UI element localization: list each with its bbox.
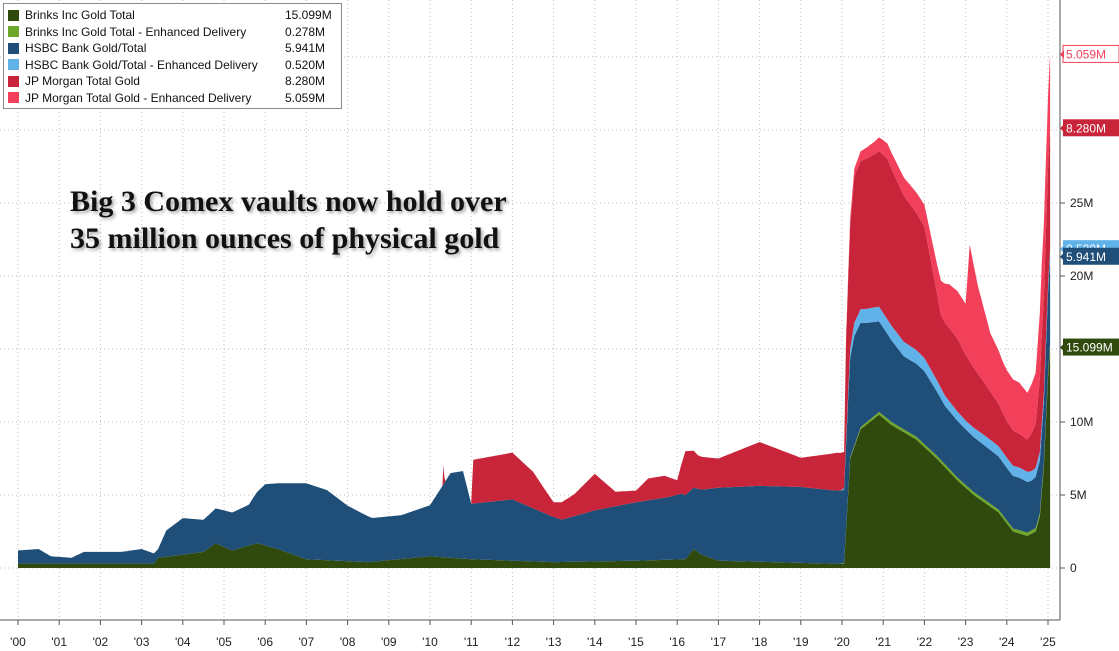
chart-annotation: Big 3 Comex vaults now hold over 35 mill… (70, 183, 507, 257)
legend-item: HSBC Bank Gold/Total 5.941M (8, 40, 337, 57)
annotation-line: 35 million ounces of physical gold (70, 222, 500, 255)
x-tick-label: '00 (10, 635, 26, 649)
legend-value: 0.278M (285, 24, 326, 39)
legend-item: Brinks Inc Gold Total 15.099M (8, 7, 337, 24)
x-tick-label: '22 (917, 635, 933, 649)
x-tick-label: '18 (752, 635, 768, 649)
x-tick-label: '20 (834, 635, 850, 649)
y-tick-label: 5M (1070, 488, 1087, 502)
x-tick-label: '11 (464, 635, 479, 649)
x-tick-label: '19 (793, 635, 809, 649)
legend-label: JP Morgan Total Gold - Enhanced Delivery (25, 90, 252, 105)
y-tick-label: 10M (1070, 415, 1093, 429)
annotation-line: Big 3 Comex vaults now hold over (70, 185, 507, 218)
x-tick-label: '17 (711, 635, 727, 649)
x-tick-label: '12 (505, 635, 521, 649)
legend-label: JP Morgan Total Gold (25, 74, 140, 89)
legend: Brinks Inc Gold Total 15.099M Brinks Inc… (3, 3, 342, 109)
value-tag-pointer (1060, 343, 1064, 352)
value-tag: 5.941M (1060, 247, 1119, 265)
value-tag-box (1063, 119, 1119, 137)
series-area (18, 256, 1051, 564)
x-tick-label: '16 (669, 635, 685, 649)
legend-swatch (8, 92, 19, 104)
value-tag-label: 15.099M (1066, 341, 1113, 355)
stacked-areas (18, 54, 1051, 568)
legend-label: HSBC Bank Gold/Total - Enhanced Delivery (25, 57, 258, 72)
x-tick-label: '04 (175, 635, 191, 649)
series-area (18, 347, 1051, 568)
value-tag: 8.280M (1060, 119, 1119, 137)
legend-value: 8.280M (285, 74, 326, 89)
value-tag-pointer (1060, 252, 1064, 261)
x-tick-label: '06 (257, 635, 273, 649)
value-tag: 5.059M (1060, 44, 1119, 63)
x-tick-label: '05 (216, 635, 232, 649)
legend-swatch (8, 26, 19, 38)
x-tick-label: '07 (299, 635, 315, 649)
x-tick-label: '15 (628, 635, 644, 649)
legend-item: JP Morgan Total Gold 8.280M (8, 73, 337, 90)
x-tick-label: '23 (958, 635, 974, 649)
value-tag-label: 8.280M (1066, 121, 1106, 135)
legend-swatch (8, 59, 19, 71)
x-tick-label: '02 (93, 635, 109, 649)
x-tick-label: '21 (875, 635, 891, 649)
x-tick-label: '25 (1040, 635, 1056, 649)
legend-item: Brinks Inc Gold Total - Enhanced Deliver… (8, 24, 337, 41)
y-tick-label: 0 (1070, 561, 1077, 575)
x-tick-label: '13 (546, 635, 562, 649)
y-tick-label: 25M (1070, 196, 1093, 210)
value-tag-pointer (1060, 124, 1064, 133)
legend-label: HSBC Bank Gold/Total (25, 41, 147, 56)
value-tag-label: 5.059M (1066, 47, 1106, 61)
legend-item: JP Morgan Total Gold - Enhanced Delivery… (8, 90, 337, 107)
legend-value: 0.520M (285, 57, 326, 72)
axes: '00 '01 '02 '03 '04 '05 '06 '07 '08 '09 '10 '11 '12 '… (0, 0, 1093, 649)
x-tick-label: '03 (134, 635, 150, 649)
value-tag-box (1063, 247, 1119, 265)
x-tick-label: '24 (999, 635, 1015, 649)
legend-label: Brinks Inc Gold Total (25, 8, 135, 23)
x-tick-label: '14 (587, 635, 603, 649)
x-tick-label: '01 (51, 635, 67, 649)
legend-value: 5.059M (285, 90, 326, 105)
value-tag-label: 5.941M (1066, 250, 1106, 264)
x-tick-label: '10 (422, 635, 438, 649)
value-tag-box (1063, 338, 1119, 356)
x-tick-label: '09 (381, 635, 397, 649)
legend-swatch (8, 9, 19, 21)
legend-label: Brinks Inc Gold Total - Enhanced Deliver… (25, 24, 247, 39)
legend-value: 15.099M (285, 8, 332, 23)
legend-swatch (8, 42, 19, 54)
x-tick-label: '08 (340, 635, 356, 649)
legend-value: 5.941M (285, 41, 326, 56)
y-tick-label: 20M (1070, 269, 1093, 283)
legend-swatch (8, 75, 19, 87)
value-tag: 15.099M (1060, 338, 1119, 356)
value-tag-pointer (1060, 50, 1064, 59)
legend-item: HSBC Bank Gold/Total - Enhanced Delivery… (8, 57, 337, 74)
